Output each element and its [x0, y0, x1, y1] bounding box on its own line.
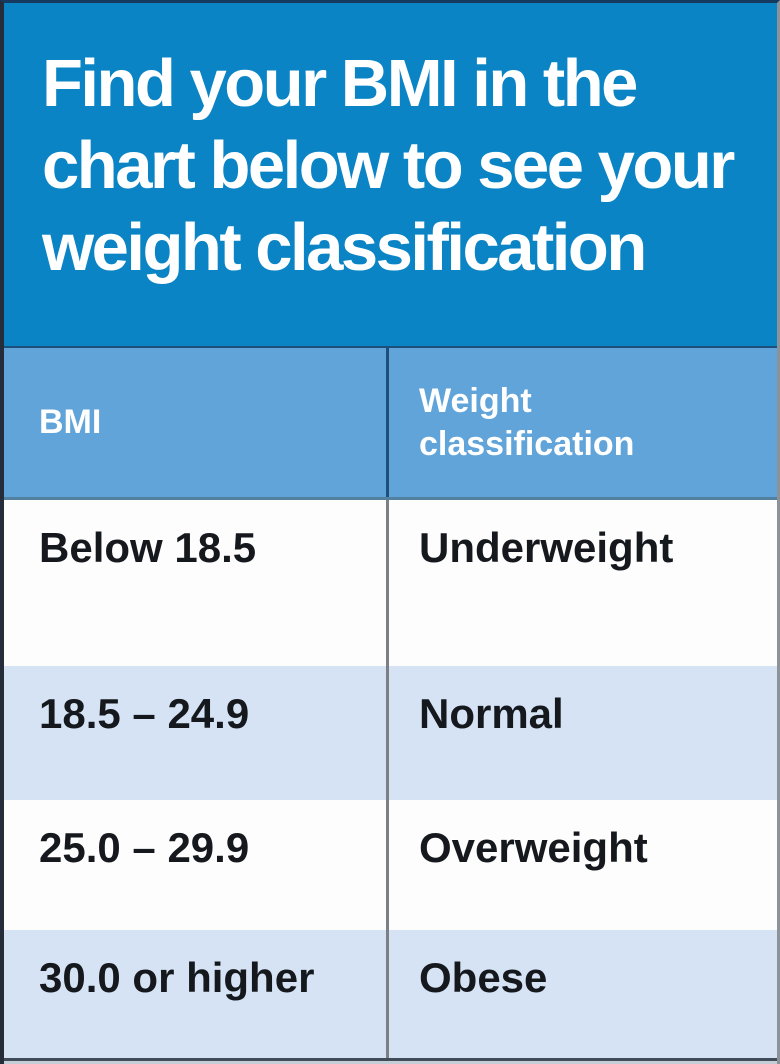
column-header-bmi: BMI [4, 348, 389, 497]
bmi-range-value: Below 18.5 [4, 500, 389, 666]
table-row-normal: 18.5 – 24.9 Normal [4, 666, 777, 800]
bmi-range-value: 25.0 – 29.9 [4, 800, 389, 930]
page-header: Find your BMI in the chart below to see … [4, 3, 777, 348]
weight-classification-value: Underweight [419, 524, 674, 571]
bmi-range-value: 30.0 or higher [4, 930, 389, 1058]
weight-classification-value: Normal [419, 690, 564, 737]
page-title: Find your BMI in the chart below to see … [42, 46, 735, 285]
bmi-range-value: 18.5 – 24.9 [4, 666, 389, 800]
table-header-row: BMI Weight classification [4, 348, 777, 500]
column-header-bmi-label: BMI [39, 403, 102, 441]
weight-classification-value: Overweight [419, 824, 648, 871]
table-row-underweight: Below 18.5 Underweight [4, 500, 777, 666]
weight-classification-value: Obese [419, 954, 548, 1001]
bottom-edge-strip [4, 1058, 777, 1064]
column-header-weight-classification: Weight classification [389, 348, 777, 497]
table-row-overweight: 25.0 – 29.9 Overweight [4, 800, 777, 930]
column-header-weight-classification-label: Weight classification [419, 381, 635, 463]
table-row-obese: 30.0 or higher Obese [4, 930, 777, 1058]
